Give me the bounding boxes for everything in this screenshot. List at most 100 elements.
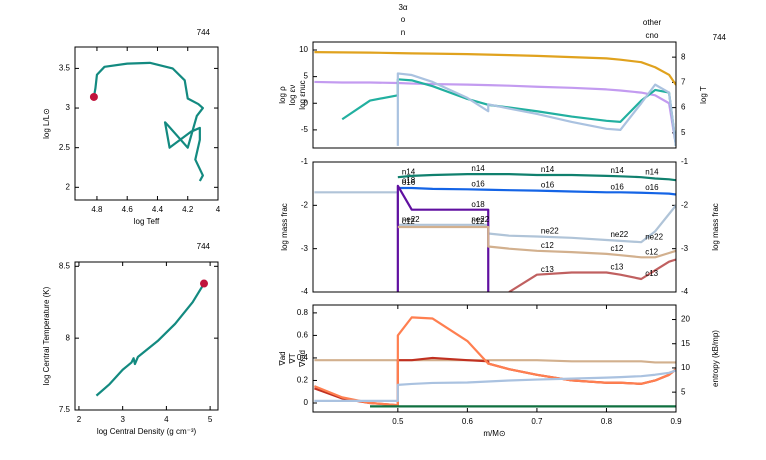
y2-axis-label: log mass frac [711, 203, 720, 251]
y2-tick-label: 20 [681, 315, 690, 324]
y-tick-label: -1 [301, 157, 309, 166]
series-line [341, 78, 676, 147]
y-tick-label: -3 [301, 244, 309, 253]
annotation: 3α [398, 3, 407, 12]
plot-frame [74, 261, 219, 411]
series-label: log εnuc [298, 80, 307, 109]
y2-tick-label: -4 [681, 287, 689, 296]
series-label: o16 [471, 179, 485, 188]
y-tick-label: 8.5 [59, 261, 71, 270]
current-point [200, 279, 209, 288]
x-tick-label: 5 [208, 415, 213, 424]
plot-area [314, 51, 676, 147]
series-label: n14 [645, 167, 659, 176]
series-label: ne22 [645, 232, 663, 241]
x-tick-label: 2 [77, 415, 82, 424]
y-axis-label: log Central Temperature (K) [42, 286, 51, 385]
x-tick-label: 4 [164, 415, 169, 424]
x-tick-label: 0.7 [531, 417, 543, 426]
series-label: c13 [645, 269, 658, 278]
panel: 744 4.8 4.6 4.4 4.2 4 2 2.5 3 3.5 log Teff log L/L⊙ [42, 28, 221, 226]
y-tick-label: 0 [304, 98, 309, 107]
series-label: o16 [610, 182, 624, 191]
x-axis-label: m/M⊙ [483, 429, 505, 438]
y-tick-label: 0.2 [297, 376, 309, 385]
y-tick-label: 2 [66, 182, 71, 191]
series-line [396, 72, 676, 147]
y2-tick-label: 8 [681, 52, 686, 61]
x-tick-label: 4.2 [182, 205, 194, 214]
series-line [397, 225, 676, 259]
track-line [92, 61, 204, 182]
series-line [396, 184, 490, 292]
y-tick-label: 8 [66, 333, 71, 342]
plot-frame [312, 304, 677, 413]
series-line [397, 173, 676, 182]
y2-tick-label: 6 [681, 103, 686, 112]
series-label: o16 [645, 183, 659, 192]
y-axis-label: log L/L⊙ [42, 108, 51, 139]
series-line [314, 80, 676, 147]
y-tick-label: -4 [301, 287, 309, 296]
x-tick-label: 0.6 [462, 417, 474, 426]
series-label: o16 [402, 178, 416, 187]
plot-area [89, 61, 204, 182]
y2-tick-label: 15 [681, 339, 690, 348]
plot-frame [312, 41, 677, 149]
series-label: log ρ [278, 86, 287, 104]
annotation: n [401, 28, 405, 37]
y2-tick-label: 10 [681, 363, 690, 372]
plot-area [313, 316, 676, 408]
annotation: other [643, 18, 662, 27]
x-axis-label: log Teff [134, 217, 160, 226]
y-tick-label: 2.5 [59, 143, 71, 152]
y-tick-label: 0.6 [297, 331, 309, 340]
series-line [314, 359, 676, 364]
series-label: c13 [541, 265, 554, 274]
y2-tick-label: -1 [681, 157, 689, 166]
series-label: ne22 [541, 227, 559, 236]
series-line [314, 369, 676, 402]
panel: 0.5 0.6 0.7 0.8 0.9 0 0.2 0.4 0.6 0.8 5 10 15 20 m/M⊙ e… [278, 304, 720, 438]
y2-axis-label: entropy (kB/mp) [711, 330, 720, 387]
y2-tick-label: 5 [681, 128, 686, 137]
y-tick-label: -5 [301, 125, 309, 134]
series-label: n14 [402, 167, 416, 176]
series-label: c12 [541, 241, 554, 250]
series-label: log T [699, 86, 708, 104]
y2-tick-label: 5 [681, 387, 686, 396]
y-tick-label: 0 [304, 398, 309, 407]
series-label: ne22 [471, 215, 489, 224]
x-tick-label: 4.8 [91, 205, 103, 214]
series-label: ∇ad [278, 351, 287, 366]
series-label: c13 [610, 263, 623, 272]
y2-tick-label: -2 [681, 200, 689, 209]
x-axis-label: log Central Density (g cm⁻³) [97, 427, 197, 436]
series-label: o18 [402, 176, 416, 185]
series-line [508, 258, 676, 292]
y2-tick-label: 7 [681, 77, 686, 86]
chart-title: 744 [713, 33, 727, 42]
series-label: n14 [471, 164, 485, 173]
series-label: ne22 [610, 230, 628, 239]
series-label: ne22 [402, 215, 420, 224]
plot-area [95, 279, 209, 397]
series-label: ∇rad [298, 350, 307, 368]
x-tick-label: 3 [120, 415, 125, 424]
series-label: c12 [645, 247, 658, 256]
y-tick-label: 3.5 [59, 64, 71, 73]
series-label: log εν [288, 85, 297, 105]
y-tick-label: 0.4 [297, 353, 309, 362]
y-tick-label: 3 [66, 103, 71, 112]
annotation: cno [646, 31, 659, 40]
track-line [95, 282, 205, 397]
chart-title: 744 [197, 242, 211, 251]
x-tick-label: 0.8 [601, 417, 613, 426]
series-label: o18 [471, 200, 485, 209]
x-tick-label: 4 [216, 205, 221, 214]
x-tick-label: 4.4 [152, 205, 164, 214]
y-tick-label: 0.8 [297, 308, 309, 317]
y-axis-label: log mass frac [280, 203, 289, 251]
panel: -4 -3 -2 -1 -4 -3 -2 -1 log mass frac log mass fr… [280, 157, 720, 296]
